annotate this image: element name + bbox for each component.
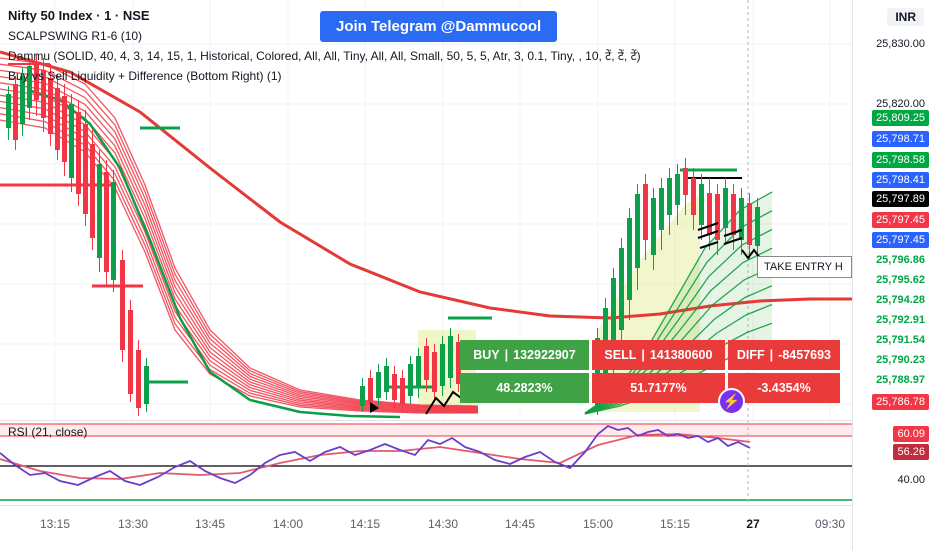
price-badge: 25,809.25 — [872, 110, 929, 126]
buy-liquidity-cell: BUY | 132922907 — [460, 340, 589, 370]
indicator-dammu-params: (SOLID, 40, 4, 3, 14, 15, 1, Historical,… — [50, 49, 641, 63]
time-axis[interactable]: 13:15 13:30 13:45 14:00 14:15 14:30 14:4… — [0, 507, 852, 550]
price-badge: 25,786.78 — [872, 394, 929, 410]
sell-percent-cell: 51.7177% — [591, 373, 725, 403]
price-label: 25,830.00 — [876, 38, 925, 50]
indicator-value: 25,792.91 — [876, 314, 925, 326]
rsi-pane: RSI (21, close) — [0, 420, 852, 506]
time-label: 14:30 — [427, 517, 459, 531]
divider: | — [769, 348, 774, 362]
time-label: 09:30 — [814, 517, 846, 531]
currency-label[interactable]: INR — [887, 8, 924, 26]
price-label: 25,820.00 — [876, 98, 925, 110]
time-label: 13:30 — [117, 517, 149, 531]
divider: | — [641, 348, 645, 362]
indicator-dammu-name: Dammu — [8, 49, 51, 65]
time-label: 14:00 — [272, 517, 304, 531]
diff-percent-cell: -3.4354% — [727, 373, 840, 403]
take-entry-note[interactable]: TAKE ENTRY H — [757, 256, 852, 278]
buy-value: 132922907 — [513, 348, 576, 362]
diff-percent: -3.4354% — [757, 381, 811, 395]
time-label: 15:00 — [582, 517, 614, 531]
sell-value: 141380600 — [649, 348, 713, 362]
sell-label: SELL — [604, 348, 637, 362]
rsi-level-label: 40.00 — [897, 474, 925, 486]
indicator-value: 25,791.54 — [876, 334, 925, 346]
time-label: 14:15 — [349, 517, 381, 531]
indicator-value: 25,795.62 — [876, 274, 925, 286]
flash-icon[interactable]: ⚡ — [718, 388, 745, 415]
price-badge: 25,798.71 — [872, 131, 929, 147]
last-price-badge: 25,797.89 — [872, 191, 929, 207]
diff-label: DIFF — [736, 348, 765, 362]
rsi-chart — [0, 421, 852, 505]
indicator-liquidity[interactable]: Buy vs Sell Liquidity + Difference (Bott… — [8, 69, 282, 83]
liquidity-values-row: BUY | 132922907 SELL | 141380600 DIFF | … — [460, 340, 840, 370]
indicator-scalpswing[interactable]: SCALPSWING R1-6 (10) — [8, 29, 143, 43]
join-telegram-button[interactable]: Join Telegram @Dammucool — [320, 11, 558, 42]
price-scale[interactable]: INR 25,830.00 25,820.00 25,809.25 25,798… — [852, 0, 932, 550]
indicator-dammu[interactable]: Dammu (SOLID, 40, 4, 3, 14, 15, 1, Histo… — [8, 46, 641, 66]
liquidity-panel: BUY | 132922907 SELL | 141380600 DIFF | … — [460, 340, 840, 406]
time-label: 15:15 — [659, 517, 691, 531]
indicator-value: 25,788.97 — [876, 374, 925, 386]
rsi-ma-value-badge: 56.26 — [893, 444, 929, 460]
liquidity-percent-row: 48.2823% 51.7177% -3.4354% — [460, 373, 840, 403]
indicator-value: 25,796.86 — [876, 254, 925, 266]
chart-legend: Nifty 50 Index · 1 · NSE SCALPSWING R1-6… — [8, 6, 641, 86]
sell-liquidity-cell: SELL | 141380600 — [591, 340, 725, 370]
price-badge: 25,798.41 — [872, 172, 929, 188]
time-label-day: 27 — [746, 517, 760, 531]
diff-value: -8457693 — [778, 348, 831, 362]
divider: | — [504, 348, 509, 362]
time-label: 14:45 — [504, 517, 536, 531]
sell-percent: 51.7177% — [630, 381, 687, 395]
price-badge: 25,798.58 — [872, 152, 929, 168]
buy-percent-cell: 48.2823% — [460, 373, 589, 403]
time-label: 13:45 — [194, 517, 226, 531]
price-badge: 25,797.45 — [872, 232, 929, 248]
price-badge: 25,797.45 — [872, 212, 929, 228]
symbol-title[interactable]: Nifty 50 Index · 1 · NSE — [8, 8, 150, 23]
buy-label: BUY — [473, 348, 500, 362]
time-label: 13:15 — [39, 517, 71, 531]
buy-percent: 48.2823% — [496, 381, 553, 395]
rsi-value-badge: 60.09 — [893, 426, 929, 442]
indicator-value: 25,790.23 — [876, 354, 925, 366]
indicator-value: 25,794.28 — [876, 294, 925, 306]
rsi-legend[interactable]: RSI (21, close) — [8, 425, 88, 439]
diff-liquidity-cell: DIFF | -8457693 — [727, 340, 840, 370]
